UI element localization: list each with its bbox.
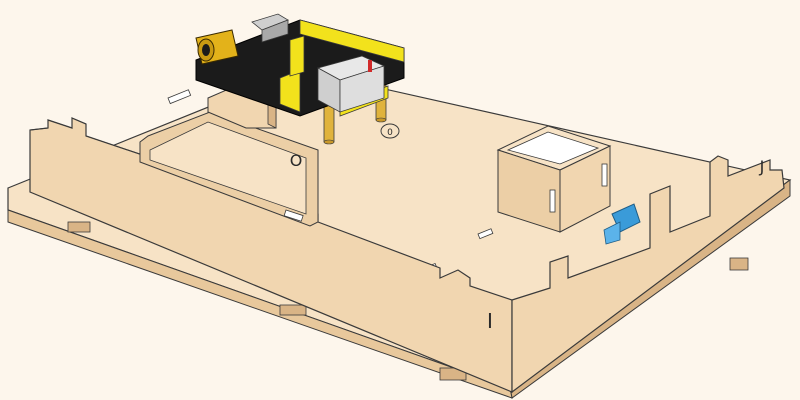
side-panel-right: J [511, 155, 785, 394]
inner-panel-o: O [139, 111, 319, 227]
hole-mark-label: 0 [387, 128, 393, 138]
wifi-module [316, 55, 386, 113]
blue-clip-icon [603, 203, 641, 245]
dc-power-jack-icon [195, 29, 239, 65]
panel-j-label: J [759, 157, 765, 176]
panel-o-label: O [290, 151, 303, 170]
small-wooden-box-icon [496, 125, 612, 233]
usb-port-icon [251, 13, 289, 43]
mounting-hole-marker: 0 [380, 123, 400, 139]
panel-i-label: I [487, 309, 493, 333]
microcontroller-board-icon [195, 13, 405, 117]
